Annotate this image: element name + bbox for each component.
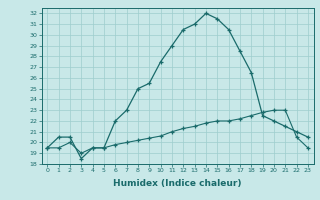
X-axis label: Humidex (Indice chaleur): Humidex (Indice chaleur) bbox=[113, 179, 242, 188]
